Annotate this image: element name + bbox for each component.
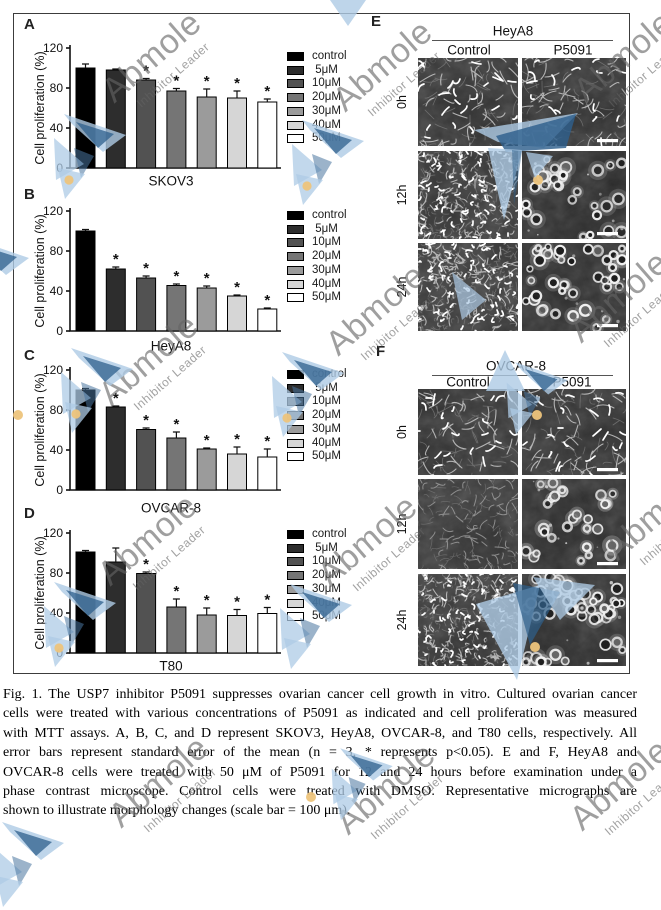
svg-text:40: 40 [50,443,64,457]
svg-text:120: 120 [43,205,63,218]
svg-text:*: * [173,268,179,285]
svg-text:40: 40 [50,121,64,135]
svg-text:80: 80 [50,244,64,258]
svg-text:80: 80 [50,566,64,580]
svg-text:*: * [173,416,179,433]
svg-text:120: 120 [43,527,63,540]
svg-text:*: * [234,279,240,296]
svg-text:*: * [113,251,119,268]
svg-text:80: 80 [50,81,64,95]
svg-text:*: * [143,556,149,573]
svg-text:40: 40 [50,606,64,620]
svg-text:120: 120 [43,42,63,55]
svg-text:*: * [264,433,270,450]
svg-text:*: * [173,73,179,90]
svg-text:120: 120 [43,364,63,377]
svg-text:*: * [143,63,149,80]
svg-text:0: 0 [56,646,63,660]
svg-text:*: * [264,83,270,100]
svg-text:*: * [204,432,210,449]
svg-text:0: 0 [56,324,63,338]
svg-text:*: * [264,292,270,309]
svg-text:80: 80 [50,403,64,417]
svg-text:*: * [234,75,240,92]
svg-text:*: * [204,73,210,90]
svg-text:*: * [113,390,119,407]
svg-text:0: 0 [56,483,63,497]
svg-text:*: * [234,594,240,611]
svg-text:*: * [143,260,149,277]
svg-text:40: 40 [50,284,64,298]
svg-text:0: 0 [56,161,63,175]
svg-text:*: * [264,592,270,609]
svg-text:*: * [173,583,179,600]
svg-text:*: * [204,270,210,287]
svg-text:*: * [204,592,210,609]
svg-text:*: * [234,431,240,448]
svg-text:*: * [143,412,149,429]
